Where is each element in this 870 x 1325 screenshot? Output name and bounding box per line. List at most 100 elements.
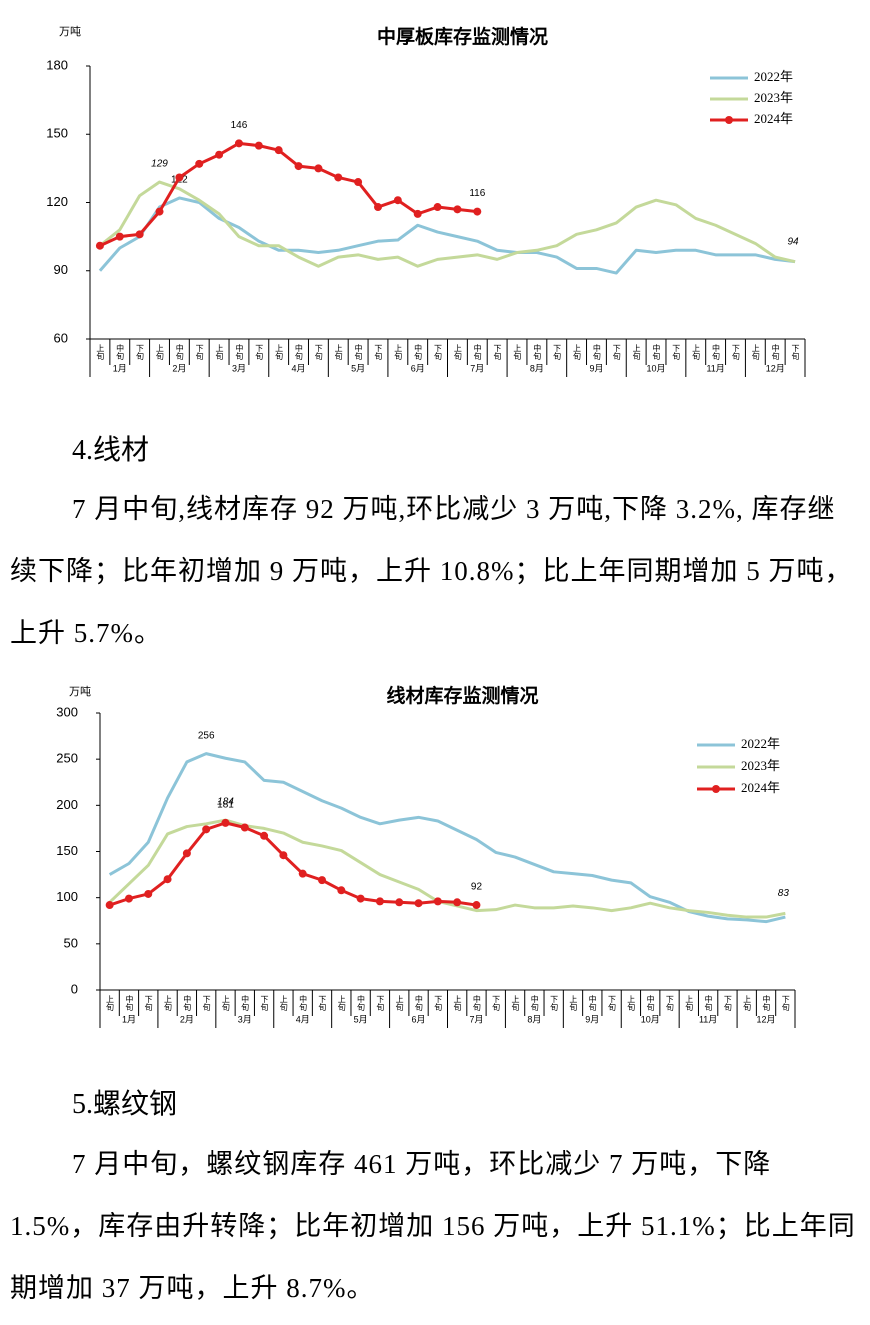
x-tick-label: 下旬 <box>723 995 732 1012</box>
point-marker <box>155 207 164 216</box>
section-heading: 5.螺纹钢 <box>72 1089 178 1120</box>
x-tick-label: 上旬 <box>163 995 172 1012</box>
chart-title: 中厚板库存监测情况 <box>377 25 548 48</box>
point-marker <box>215 150 224 159</box>
x-tick-label: 中旬 <box>414 343 423 361</box>
y-tick-label: 200 <box>56 797 78 812</box>
y-tick-label: 0 <box>71 981 78 996</box>
x-tick-label: 上旬 <box>395 995 404 1012</box>
month-label: 11月 <box>706 363 724 373</box>
x-tick-label: 上旬 <box>751 344 760 361</box>
legend-label: 2024年 <box>741 780 780 795</box>
month-label: 7月 <box>469 1014 483 1024</box>
point-marker <box>274 146 283 155</box>
x-tick-label: 上旬 <box>627 995 636 1012</box>
x-tick-label: 中旬 <box>588 994 597 1012</box>
month-label: 10月 <box>647 363 666 373</box>
y-unit: 万吨 <box>69 685 91 698</box>
point-marker <box>135 230 144 239</box>
point-marker <box>240 823 249 832</box>
x-tick-label: 上旬 <box>692 344 701 361</box>
legend-label: 2023年 <box>754 90 793 105</box>
x-tick-label: 上旬 <box>279 995 288 1012</box>
month-label: 1月 <box>122 1014 136 1024</box>
x-tick-label: 中旬 <box>299 994 308 1012</box>
x-tick-label: 中旬 <box>357 994 366 1012</box>
x-tick-label: 上旬 <box>513 344 522 361</box>
data-label: 184 <box>217 797 234 808</box>
x-tick-label: 上旬 <box>215 344 224 361</box>
y-tick-label: 60 <box>54 330 68 345</box>
point-marker <box>115 232 124 241</box>
x-tick-label: 中旬 <box>704 994 713 1012</box>
y-tick-label: 120 <box>46 194 68 209</box>
paragraph: 7 月中旬,线材库存 92 万吨,环比减少 3 万吨,下降 3.2%, 库存继续… <box>10 494 853 648</box>
x-tick-label: 下旬 <box>607 995 616 1012</box>
point-marker <box>163 875 172 884</box>
x-tick-label: 中旬 <box>235 343 244 361</box>
month-label: 9月 <box>585 1014 599 1024</box>
x-tick-label: 上旬 <box>275 344 284 361</box>
y-tick-label: 180 <box>46 57 68 72</box>
data-label: 92 <box>471 882 483 893</box>
point-marker <box>294 162 303 171</box>
y-tick-label: 300 <box>56 704 78 719</box>
x-tick-label: 下旬 <box>202 995 211 1012</box>
x-tick-label: 上旬 <box>453 344 462 361</box>
legend-label: 2024年 <box>754 111 793 126</box>
point-marker <box>337 886 346 895</box>
y-tick-label: 150 <box>56 843 78 858</box>
month-label: 2月 <box>172 363 186 373</box>
point-marker <box>354 178 363 187</box>
month-label: 4月 <box>296 1014 310 1024</box>
x-tick-label: 下旬 <box>376 995 385 1012</box>
point-marker <box>144 889 153 898</box>
point-marker <box>453 205 462 214</box>
data-label: 129 <box>151 159 168 170</box>
x-tick-label: 中旬 <box>762 994 771 1012</box>
x-tick-label: 上旬 <box>221 995 230 1012</box>
legend-label: 2022年 <box>754 69 793 84</box>
y-tick-label: 90 <box>54 262 68 277</box>
x-tick-label: 中旬 <box>116 343 125 361</box>
point-marker <box>356 894 365 903</box>
x-tick-label: 下旬 <box>553 344 562 361</box>
paragraph: 7 月中旬，螺纹钢库存 461 万吨，环比减少 7 万吨，下降 1.5%，库存由… <box>10 1149 856 1303</box>
x-tick-label: 中旬 <box>592 343 601 361</box>
x-tick-label: 上旬 <box>394 344 403 361</box>
month-label: 3月 <box>232 363 246 373</box>
x-tick-label: 下旬 <box>493 344 502 361</box>
data-label: 181 <box>217 800 234 811</box>
x-tick-label: 上旬 <box>569 995 578 1012</box>
x-tick-label: 中旬 <box>183 994 192 1012</box>
x-tick-label: 中旬 <box>652 343 661 361</box>
point-marker <box>373 203 382 212</box>
x-tick-label: 下旬 <box>492 995 501 1012</box>
x-tick-label: 上旬 <box>685 995 694 1012</box>
point-marker <box>414 899 423 908</box>
data-label: 116 <box>469 188 485 199</box>
x-tick-label: 中旬 <box>175 343 184 361</box>
x-tick-label: 上旬 <box>337 995 346 1012</box>
x-tick-label: 下旬 <box>550 995 559 1012</box>
month-label: 10月 <box>641 1014 660 1024</box>
point-marker <box>221 818 230 827</box>
x-tick-label: 下旬 <box>672 344 681 361</box>
month-label: 5月 <box>354 1014 368 1024</box>
point-marker <box>314 164 323 173</box>
point-marker <box>472 901 481 910</box>
month-label: 12月 <box>757 1014 776 1024</box>
month-label: 6月 <box>412 1014 426 1024</box>
section-heading: 4.线材 <box>72 435 150 466</box>
data-label: 256 <box>198 730 215 741</box>
y-unit: 万吨 <box>59 25 81 38</box>
point-marker <box>95 241 104 250</box>
x-tick-label: 中旬 <box>472 994 481 1012</box>
month-label: 4月 <box>292 363 306 373</box>
x-tick-label: 上旬 <box>743 995 752 1012</box>
x-tick-label: 中旬 <box>414 994 423 1012</box>
point-marker <box>298 869 307 878</box>
point-marker <box>279 851 288 860</box>
x-tick-label: 下旬 <box>255 344 264 361</box>
